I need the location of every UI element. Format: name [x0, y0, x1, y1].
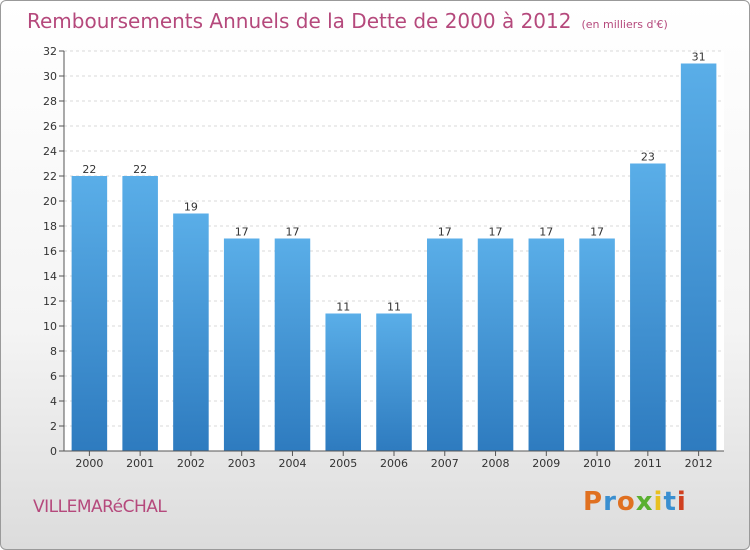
x-tick-label: 2011 — [634, 457, 662, 470]
y-tick-label: 22 — [43, 170, 57, 183]
y-tick-label: 6 — [50, 370, 57, 383]
bar-value-label: 23 — [641, 151, 655, 164]
bar — [376, 313, 412, 451]
x-tick-label: 2004 — [278, 457, 306, 470]
x-tick-label: 2001 — [126, 457, 154, 470]
y-tick-label: 8 — [50, 345, 57, 358]
chart-title: Remboursements Annuels de la Dette de 20… — [27, 9, 668, 33]
bar-value-label: 22 — [133, 163, 147, 176]
chart-unit: (en milliers d'€) — [581, 18, 668, 31]
bar-value-label: 17 — [489, 226, 503, 239]
y-tick-label: 14 — [43, 270, 57, 283]
bar-value-label: 17 — [285, 226, 299, 239]
bar — [427, 238, 463, 451]
x-tick-label: 2007 — [431, 457, 459, 470]
bar-value-label: 17 — [539, 226, 553, 239]
y-tick-label: 26 — [43, 120, 57, 133]
x-tick-label: 2012 — [685, 457, 713, 470]
x-tick-label: 2002 — [177, 457, 205, 470]
bar — [325, 313, 361, 451]
bars: 22 22 19 17 17 11 11 17 17 17 17 23 31 — [71, 51, 717, 451]
x-tick-label: 2008 — [482, 457, 510, 470]
y-tick-label: 32 — [43, 45, 57, 58]
x-tick-label: 2006 — [380, 457, 408, 470]
y-tick-label: 16 — [43, 245, 57, 258]
logo-letter: i — [676, 487, 687, 517]
logo-letter: i — [653, 487, 664, 517]
bar — [680, 63, 717, 451]
bar-value-label: 19 — [184, 201, 198, 214]
bar — [223, 238, 260, 451]
logo-letter: x — [635, 487, 654, 517]
y-tick-label: 0 — [50, 445, 57, 458]
logo-letter: t — [663, 487, 677, 517]
y-tick-label: 24 — [43, 145, 57, 158]
x-tick-label: 2000 — [75, 457, 103, 470]
bar — [579, 238, 615, 451]
bar — [477, 238, 514, 451]
x-tick-label: 2010 — [583, 457, 611, 470]
logo-letter: P — [583, 487, 604, 517]
y-tick-label: 30 — [43, 70, 57, 83]
bar-value-label: 17 — [590, 226, 604, 239]
y-tick-label: 20 — [43, 195, 57, 208]
bar-value-label: 17 — [438, 226, 452, 239]
y-tick-label: 12 — [43, 295, 57, 308]
bar — [528, 238, 565, 451]
proxiti-logo: Proxiti — [583, 487, 687, 517]
x-tick-label: 2003 — [228, 457, 256, 470]
bar — [122, 176, 158, 451]
y-tick-label: 18 — [43, 220, 57, 233]
logo-letter: o — [616, 487, 636, 517]
y-tick-label: 28 — [43, 95, 57, 108]
bar-value-label: 22 — [82, 163, 96, 176]
bar-value-label: 31 — [692, 51, 706, 64]
bar-value-label: 11 — [387, 301, 401, 314]
commune-name: VILLEMARéCHAL — [33, 497, 167, 517]
y-tick-label: 2 — [50, 420, 57, 433]
bar — [274, 238, 311, 451]
x-tick-label: 2009 — [532, 457, 560, 470]
bar — [173, 213, 209, 451]
y-tick-label: 4 — [50, 395, 57, 408]
chart-title-text: Remboursements Annuels de la Dette de 20… — [27, 9, 572, 33]
bar — [630, 163, 666, 451]
logo-letter: r — [603, 487, 617, 517]
bar — [71, 176, 108, 451]
bar-value-label: 11 — [336, 301, 350, 314]
x-tick-label: 2005 — [329, 457, 357, 470]
y-tick-label: 10 — [43, 320, 57, 333]
bar-value-label: 17 — [235, 226, 249, 239]
